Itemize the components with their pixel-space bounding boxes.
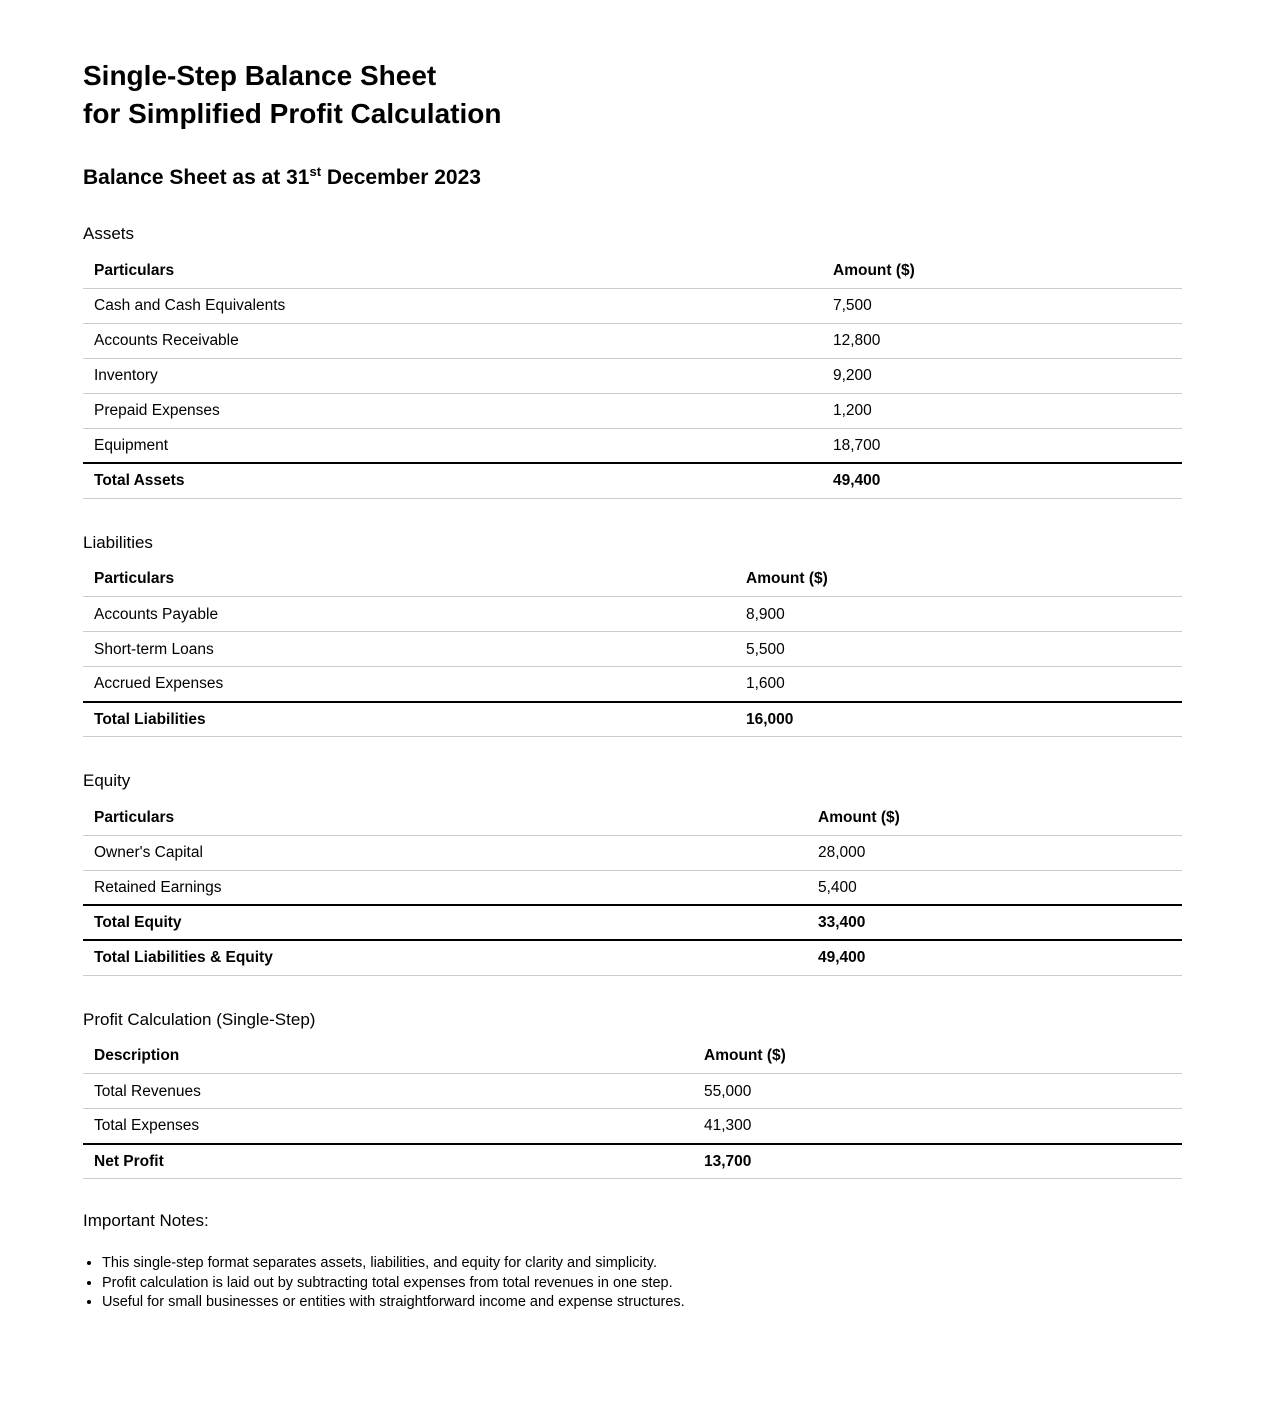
note-item: Profit calculation is laid out by subtra… — [102, 1274, 1182, 1294]
table-row: Total Expenses 41,300 — [83, 1108, 1182, 1144]
row-amount: 18,700 — [822, 428, 1182, 464]
section-label-profit-calculation: Profit Calculation (Single-Step) — [83, 1009, 316, 1029]
report-date-ordinal: st — [309, 164, 322, 179]
row-amount: 1,200 — [822, 393, 1182, 429]
section-notes: Important Notes: This single-step format… — [83, 1211, 1182, 1313]
total-row-equity: Total Equity 33,400 — [83, 904, 1182, 941]
table-row: Retained Earnings 5,400 — [83, 870, 1182, 906]
assets-header-row: Particulars Amount ($) — [83, 253, 1182, 289]
table-row: Cash and Cash Equivalents 7,500 — [83, 288, 1182, 324]
column-header-amount: Amount ($) — [693, 1038, 1182, 1074]
row-label: Equipment — [83, 428, 822, 464]
row-label: Total Expenses — [83, 1108, 693, 1144]
note-item: This single-step format separates assets… — [102, 1254, 1182, 1274]
document-title-line1: Single-Step Balance Sheet — [83, 60, 437, 91]
row-label: Cash and Cash Equivalents — [83, 288, 822, 324]
section-label-equity: Equity — [83, 771, 131, 790]
column-header-description: Description — [83, 1038, 693, 1074]
table-row: Accrued Expenses 1,600 — [83, 666, 1182, 702]
row-label: Short-term Loans — [83, 631, 735, 667]
total-label: Net Profit — [83, 1142, 693, 1179]
section-label-liabilities: Liabilities — [83, 532, 153, 552]
total-label: Total Assets — [83, 462, 822, 499]
row-amount: 5,500 — [735, 631, 1182, 667]
row-label: Accounts Receivable — [83, 323, 822, 359]
column-header-amount: Amount ($) — [735, 561, 1182, 597]
row-amount: 1,600 — [735, 666, 1182, 702]
section-label-assets: Assets — [83, 224, 135, 243]
table-row: Owner's Capital 28,000 — [83, 835, 1182, 871]
table-row: Equipment 18,700 — [83, 428, 1182, 464]
row-label: Accounts Payable — [83, 596, 735, 632]
row-label: Owner's Capital — [83, 835, 807, 871]
total-amount: 16,000 — [735, 700, 1182, 737]
assets-table: Particulars Amount ($) Cash and Cash Equ… — [83, 253, 1182, 499]
column-header-amount: Amount ($) — [807, 800, 1182, 836]
total-amount: 49,400 — [807, 939, 1182, 976]
total-row-assets: Total Assets 49,400 — [83, 462, 1182, 499]
row-label: Prepaid Expenses — [83, 393, 822, 429]
column-header-particulars: Particulars — [83, 253, 822, 289]
row-label: Accrued Expenses — [83, 666, 735, 702]
liabilities-table: Particulars Amount ($) Accounts Payable … — [83, 561, 1182, 737]
report-date-suffix: December 2023 — [321, 166, 481, 189]
section-liabilities: Liabilities Particulars Amount ($) Accou… — [83, 532, 1182, 737]
profit-header-row: Description Amount ($) — [83, 1038, 1182, 1074]
row-label: Inventory — [83, 358, 822, 394]
section-assets: Assets Particulars Amount ($) Cash and C… — [83, 224, 1182, 499]
table-row: Total Revenues 55,000 — [83, 1073, 1182, 1109]
row-label: Total Revenues — [83, 1073, 693, 1109]
equity-table: Particulars Amount ($) Owner's Capital 2… — [83, 800, 1182, 976]
liabilities-header-row: Particulars Amount ($) — [83, 561, 1182, 597]
total-amount: 49,400 — [822, 462, 1182, 499]
note-item: Useful for small businesses or entities … — [102, 1293, 1182, 1313]
row-amount: 28,000 — [807, 835, 1182, 871]
table-row: Prepaid Expenses 1,200 — [83, 393, 1182, 429]
row-amount: 7,500 — [822, 288, 1182, 324]
column-header-amount: Amount ($) — [822, 253, 1182, 289]
row-amount: 5,400 — [807, 870, 1182, 906]
total-label: Total Liabilities — [83, 700, 735, 737]
column-header-particulars: Particulars — [83, 800, 807, 836]
report-date-prefix: Balance Sheet as at 31 — [83, 166, 310, 189]
table-row: Accounts Receivable 12,800 — [83, 323, 1182, 359]
total-amount: 33,400 — [807, 904, 1182, 941]
equity-header-row: Particulars Amount ($) — [83, 800, 1182, 836]
total-row-liabilities-and-equity: Total Liabilities & Equity 49,400 — [83, 939, 1182, 976]
table-row: Short-term Loans 5,500 — [83, 631, 1182, 667]
total-amount: 13,700 — [693, 1142, 1182, 1179]
total-row-net-profit: Net Profit 13,700 — [83, 1142, 1182, 1179]
table-row: Inventory 9,200 — [83, 358, 1182, 394]
row-amount: 41,300 — [693, 1108, 1182, 1144]
profit-calculation-table: Description Amount ($) Total Revenues 55… — [83, 1038, 1182, 1179]
table-row: Accounts Payable 8,900 — [83, 596, 1182, 632]
column-header-particulars: Particulars — [83, 561, 735, 597]
notes-list: This single-step format separates assets… — [83, 1254, 1182, 1313]
document-title: Single-Step Balance Sheet for Simplified… — [83, 57, 1182, 133]
row-amount: 8,900 — [735, 596, 1182, 632]
row-label: Retained Earnings — [83, 870, 807, 906]
total-label: Total Equity — [83, 904, 807, 941]
total-label: Total Liabilities & Equity — [83, 939, 807, 976]
notes-heading: Important Notes: — [83, 1211, 209, 1230]
row-amount: 55,000 — [693, 1073, 1182, 1109]
total-row-liabilities: Total Liabilities 16,000 — [83, 700, 1182, 737]
section-equity: Equity Particulars Amount ($) Owner's Ca… — [83, 771, 1182, 976]
row-amount: 9,200 — [822, 358, 1182, 394]
document-title-line2: for Simplified Profit Calculation — [83, 98, 502, 129]
report-date-heading: Balance Sheet as at 31st December 2023 — [83, 165, 1182, 190]
row-amount: 12,800 — [822, 323, 1182, 359]
section-profit-calculation: Profit Calculation (Single-Step) Descrip… — [83, 1009, 1182, 1179]
